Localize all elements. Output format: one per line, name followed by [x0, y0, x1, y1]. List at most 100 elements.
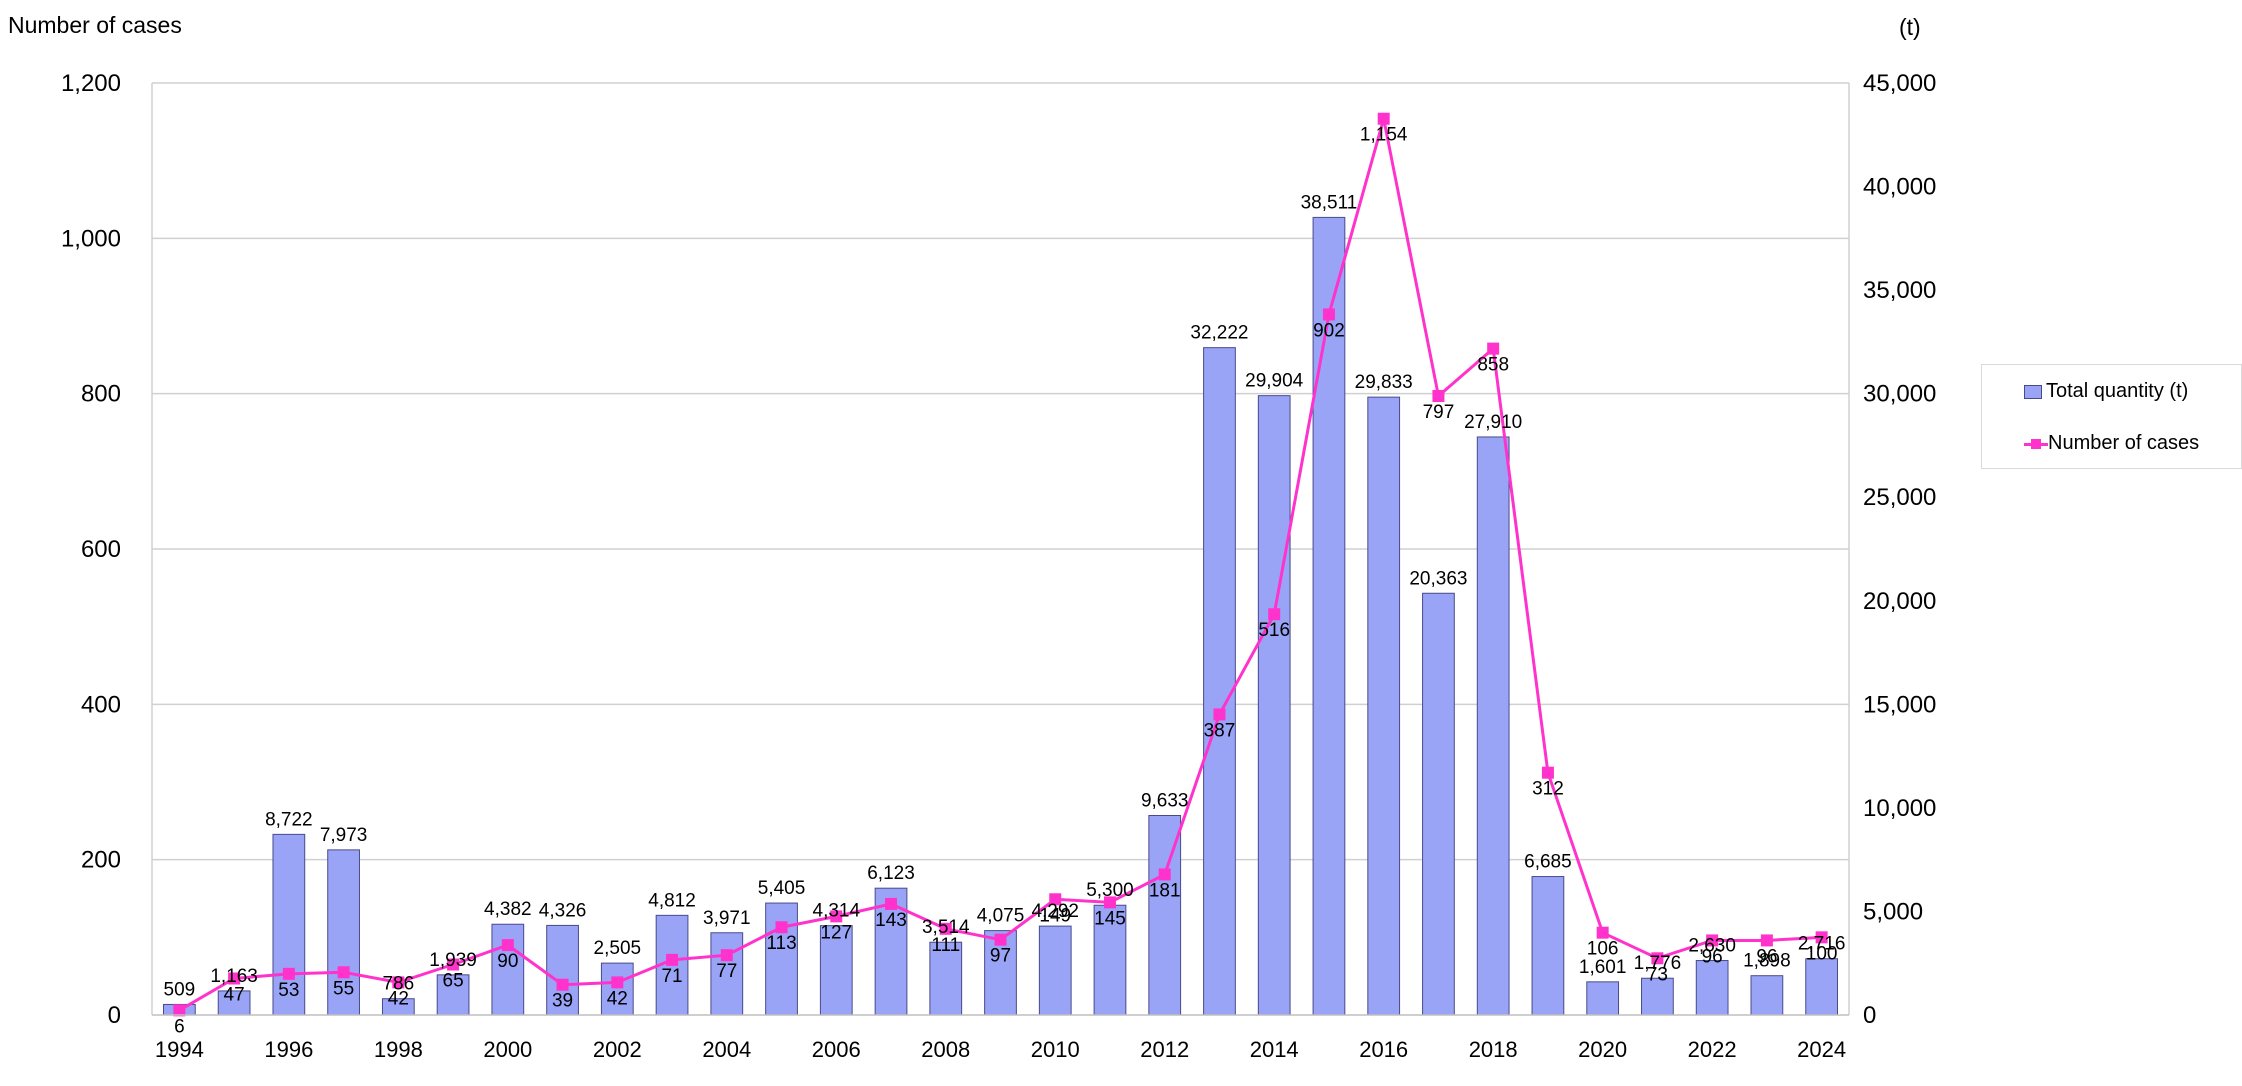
bar-data-label: 1,898 [1743, 951, 1791, 972]
line-data-label: 100 [1806, 943, 1838, 964]
bar [710, 932, 744, 1016]
bar-data-label: 29,904 [1245, 371, 1304, 392]
line-marker [1760, 934, 1773, 947]
line-path [178, 118, 1822, 1012]
x-tick-label: 1996 [264, 1037, 313, 1062]
line-marker [1815, 931, 1828, 944]
bar-data-label: 5,300 [1086, 880, 1134, 901]
x-tick-label: 2004 [702, 1037, 751, 1062]
bar-data-label: 8,722 [265, 809, 313, 830]
bar-data-label: 786 [382, 974, 414, 995]
bar-data-label: 3,971 [703, 908, 751, 929]
x-tick-label: 2010 [1031, 1037, 1080, 1062]
y-right-tick-label: 5,000 [1863, 898, 1923, 925]
line-marker [720, 949, 733, 962]
x-tick-label: 2024 [1797, 1037, 1846, 1062]
line-marker [282, 967, 295, 980]
bar [1695, 960, 1729, 1016]
y-left-tick-label: 400 [81, 691, 121, 718]
bar [1805, 958, 1839, 1016]
line-data-label: 143 [875, 910, 907, 931]
bar-data-label: 5,405 [758, 878, 806, 899]
bar [819, 925, 853, 1016]
legend-item-number-of-cases: Number of cases [2024, 432, 2199, 455]
legend-label-total-quantity: Total quantity (t) [2046, 380, 2189, 402]
bar [1257, 395, 1291, 1016]
line-marker [1049, 893, 1062, 906]
line-marker [1158, 868, 1171, 881]
y-right-tick-label: 10,000 [1863, 795, 1936, 822]
bar [1586, 981, 1620, 1016]
line-marker [501, 939, 514, 952]
bar-data-label: 29,833 [1355, 372, 1413, 393]
line-marker [1103, 896, 1116, 909]
line-data-label: 858 [1477, 355, 1509, 376]
line-marker [1487, 342, 1500, 355]
bar [1038, 925, 1072, 1016]
y-left-tick-label: 600 [81, 536, 121, 563]
bar [1093, 904, 1127, 1016]
bar-data-label: 3,514 [922, 917, 970, 938]
y-right-tick-label: 25,000 [1863, 484, 1936, 511]
line-marker [1706, 934, 1719, 947]
bar-data-label: 6,685 [1524, 852, 1572, 873]
bar-data-label: 509 [164, 979, 196, 1000]
bar-data-label: 32,222 [1190, 323, 1248, 344]
bar [1750, 975, 1784, 1016]
bar [765, 902, 798, 1016]
legend-label-number-of-cases: Number of cases [2048, 432, 2200, 454]
line-data-label: 181 [1149, 880, 1181, 901]
line-marker [228, 972, 241, 985]
right-axis-title: (t) [1899, 14, 1921, 40]
bar-data-label: 4,812 [648, 890, 696, 911]
legend: Total quantity (t) Number of cases [1981, 364, 2242, 469]
bar-data-label: 6,123 [867, 863, 915, 884]
bar [327, 849, 360, 1016]
line-data-label: 516 [1258, 620, 1290, 641]
bar [1367, 396, 1401, 1016]
line-marker [666, 953, 679, 966]
x-tick-label: 2002 [593, 1037, 642, 1062]
line-data-label: 55 [333, 978, 354, 999]
x-tick-label: 2014 [1250, 1037, 1299, 1062]
y-right-tick-label: 0 [1863, 1002, 1876, 1029]
line-data-label: 77 [716, 961, 737, 982]
bar [272, 833, 306, 1016]
line-data-label: 1,154 [1360, 125, 1408, 146]
line-data-label: 145 [1094, 908, 1126, 929]
line-data-label: 797 [1423, 402, 1455, 423]
line-data-label: 39 [552, 991, 573, 1012]
x-tick-label: 2012 [1140, 1037, 1189, 1062]
y-right-tick-label: 15,000 [1863, 691, 1936, 718]
bar-data-label: 1,601 [1579, 957, 1627, 978]
data-labels: 509 1,163 8,722 7,973 786 1,939 4,382 4,326 2,50… [164, 125, 1846, 1038]
line-marker [337, 966, 350, 979]
line-data-label: 53 [278, 980, 299, 1001]
bar [1203, 347, 1236, 1016]
line-marker [830, 910, 843, 923]
bar-data-label: 1,163 [210, 966, 258, 987]
line-data-label: 113 [766, 933, 796, 954]
y-left-tick-label: 200 [81, 847, 121, 874]
y-right-tick-label: 20,000 [1863, 588, 1936, 615]
bar-data-label: 4,326 [539, 900, 587, 921]
y-left-tick-label: 1,200 [61, 70, 121, 97]
bar-data-label: 1,776 [1634, 953, 1682, 974]
line-marker [1432, 389, 1445, 402]
y-left-tick-label: 1,000 [61, 225, 121, 252]
line-marker [556, 978, 569, 991]
axes: 0 200 400 600 800 1,000 1,200 0 5,000 10,000 15,00… [61, 70, 1936, 1062]
line-data-label: 902 [1313, 320, 1345, 341]
bar-data-label: 4,075 [977, 906, 1025, 927]
line-data-label: 71 [661, 966, 682, 987]
line-data-label: 65 [443, 971, 464, 992]
bar-data-label: 2,716 [1798, 934, 1846, 955]
x-tick-label: 2020 [1578, 1037, 1627, 1062]
bar [1476, 436, 1510, 1016]
x-tick-label: 2018 [1469, 1037, 1518, 1062]
line-data-label: 90 [497, 951, 518, 972]
line-data-label: 149 [1039, 905, 1071, 926]
line-marker [1377, 112, 1390, 125]
bar [1422, 592, 1455, 1016]
